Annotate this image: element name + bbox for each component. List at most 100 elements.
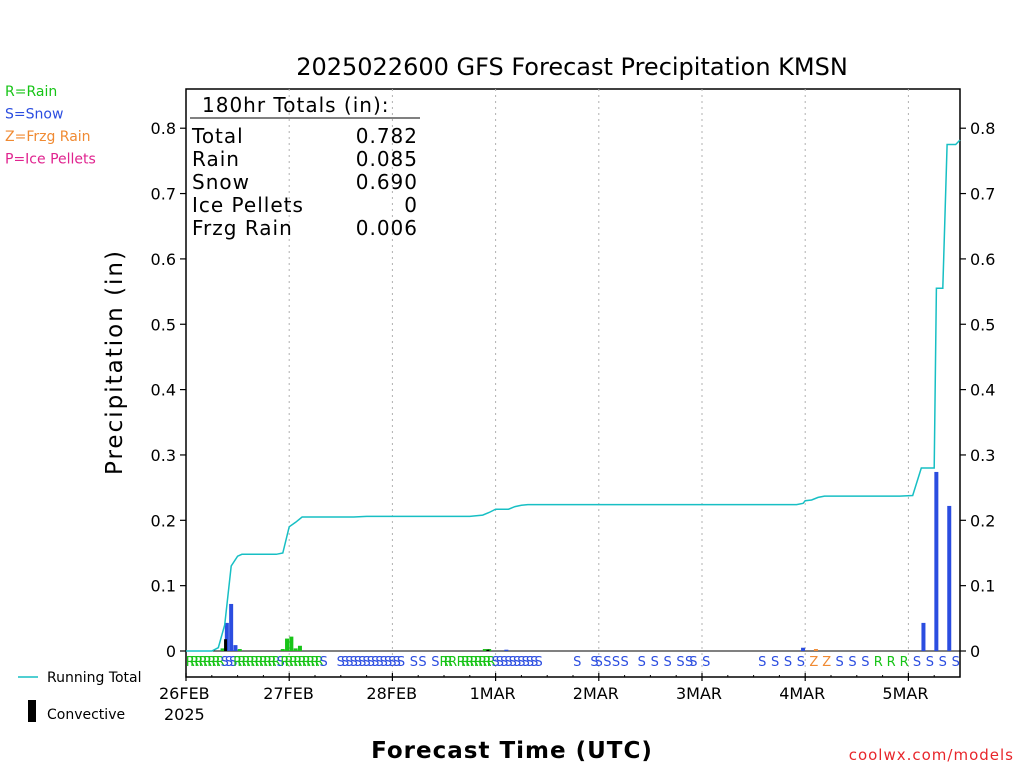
precip-type-letter: R [448,655,457,670]
precip-type-letter: S [345,655,353,670]
totals-row-name: Total [191,124,244,148]
precip-type-letter: S [676,655,684,670]
precip-type-letter: S [341,655,349,670]
y-tick-label-right: 0.3 [970,446,995,465]
x-axis: 26FEB 2025 27FEB 28FEB 1MAR 2MAR 3MAR 4MAR 5MAR [159,673,935,724]
precip-type-letter: R [280,655,289,670]
precip-type-letter: S [952,655,960,670]
precip-type-letter: Z [822,655,831,670]
precip-type-letter: S [663,655,671,670]
precip-type-letter: S [595,655,603,670]
precip-type-letter: S [590,655,598,670]
precip-type-letter: S [350,655,358,670]
totals-row-name: Snow [192,170,250,194]
legend-item: Z=Frzg Rain [5,129,91,145]
precip-type-letter: R [255,655,264,670]
precip-type-letter: S [504,655,512,670]
precip-type-letter: S [689,655,697,670]
precip-type-letter: R [186,655,195,670]
precip-bar [289,636,294,651]
precip-bar [504,649,509,651]
x-tick-label: 1MAR [470,684,516,703]
precip-type-letter: S [685,655,693,670]
precip-type-letter: R [298,655,307,670]
precip-bar [285,638,290,651]
precip-type-letter: S [431,655,439,670]
precip-type-letter: R [285,655,294,670]
x-tick-label: 3MAR [676,684,722,703]
totals-row-value: 0.085 [356,147,418,171]
precip-type-letter: S [603,655,611,670]
y-tick-label-left: 0.6 [151,250,176,269]
precip-type-letter: R [263,655,272,670]
y-tick-label-right: 0.1 [970,577,995,596]
precip-bar [934,471,939,651]
precip-bar [293,648,298,651]
precip-type-letter: S [276,655,284,670]
precip-type-letter: S [491,655,499,670]
legend-item: S=Snow [5,107,63,123]
precip-type-letter: R [194,655,203,670]
precip-type-letter: R [315,655,324,670]
precip-type-letter: R [478,655,487,670]
y-tick-label-left: 0.8 [151,119,176,138]
precip-type-letter: R [216,655,225,670]
precip-type-letter: R [207,655,216,670]
precip-type-letter: S [380,655,388,670]
precip-bar [482,649,487,651]
x-tick-label: 2MAR [573,684,619,703]
precip-type-letter: S [651,655,659,670]
convective-bars [224,639,490,651]
precip-type-letter: S [522,655,530,670]
precip-type-letter: R [874,655,883,670]
convective-bar [224,639,228,651]
precip-type-letter: R [470,655,479,670]
precip-type-letter: S [913,655,921,670]
precip-type-letter: R [465,655,474,670]
chart-title: 2025022600 GFS Forecast Precipitation KM… [296,53,848,81]
precip-type-letter: S [375,655,383,670]
y-axis: 0 0 0.1 0.1 0.2 0.2 0.3 0.3 0.4 0.4 0.5 0.5 0.6 0.6 0.… [151,119,996,661]
y-axis-label: Precipitation (in) [102,249,128,475]
convective-legend-label: Convective [47,707,125,723]
plot-frame [185,88,961,678]
precip-type-letter: R [203,655,212,670]
precip-type-letter: R [242,655,251,670]
totals-row-value: 0.690 [356,170,418,194]
x-tick-label: 28FEB [366,684,417,703]
precip-type-letter: S [221,655,229,670]
x-tick-label: 4MAR [779,684,825,703]
precip-type-letter: S [496,655,504,670]
x-tick-sublabel: 2025 [164,705,205,724]
y-tick-label-left: 0.5 [151,315,176,334]
precip-bars [220,471,952,651]
x-axis-label: Forecast Time (UTC) [371,738,653,764]
precip-bar [224,622,229,651]
y-tick-label-left: 0.2 [151,511,176,530]
precip-type-letter: R [444,655,453,670]
precip-bar [921,622,926,651]
precip-bar [233,645,238,651]
precip-type-letter: R [212,655,221,670]
totals-box: 180hr Totals (in): Total 0.782 Rain 0.085 Sno… [190,93,420,240]
precip-type-letter: S [410,655,418,670]
precip-type-letter: S [384,655,392,670]
totals-row-name: Ice Pellets [192,193,304,217]
precip-type-letter: R [267,655,276,670]
series-legend: Running Total Convective [18,670,142,723]
precip-type-letter: R [293,655,302,670]
precip-type-letter: R [272,655,281,670]
totals-row-value: 0 [404,193,418,217]
precip-type-letter: S [771,655,779,670]
precip-type-letter: S [861,655,869,670]
precip-type-letter: S [229,655,237,670]
precip-type-letter: S [758,655,766,670]
convective-bar [486,649,490,651]
precip-type-letter: S [354,655,362,670]
legend-item: P=Ice Pellets [5,152,96,168]
precip-type-letter: R [289,655,298,670]
precip-type-letter: S [573,655,581,670]
precip-type-letter: R [199,655,208,670]
running-total-line [186,139,961,652]
